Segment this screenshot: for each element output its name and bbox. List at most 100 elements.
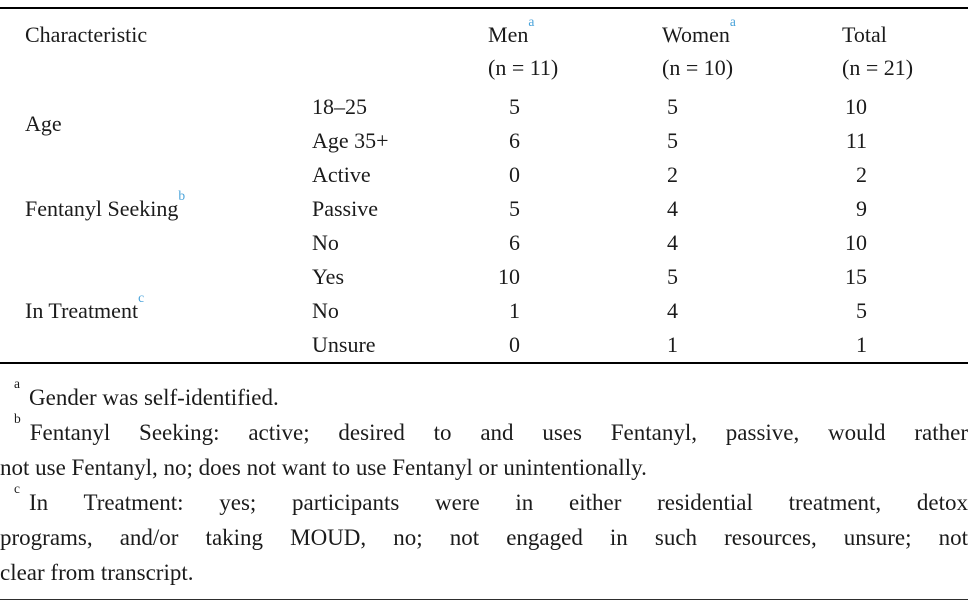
men-value-cell: 5 — [488, 90, 662, 124]
women-value: 5 — [667, 94, 679, 119]
women-value: 2 — [667, 162, 679, 187]
men-value: 0 — [509, 162, 521, 187]
total-value: 10 — [845, 230, 868, 255]
men-value-cell: 0 — [488, 158, 662, 192]
group-label-treatment-marker: c — [138, 289, 145, 305]
footnote-b: b Fentanyl Seeking: active; desired to an… — [0, 412, 968, 485]
table-row-fentanyl-passive: Passive 5 4 9 — [0, 192, 968, 226]
category-cell: Passive — [312, 196, 378, 221]
footnote-c-line: programs, and/or taking MOUD, no; not en… — [0, 525, 968, 550]
header-total-label-line: Total — [842, 18, 968, 51]
header-characteristic: Characteristic — [0, 9, 488, 90]
total-value-cell: 15 — [842, 260, 968, 294]
header-men-n: (n = 11) — [488, 55, 559, 80]
men-value: 6 — [509, 230, 521, 255]
table-header: Characteristic Mena (n = 11) Womena (n =… — [0, 9, 968, 90]
group-label-treatment-text: In Treatment — [25, 298, 139, 323]
women-value-cell: 2 — [662, 158, 842, 192]
footnote-b-line: not use Fentanyl, no; does not want to u… — [0, 455, 647, 480]
category-cell: Age 35+ — [312, 128, 389, 153]
category-cell: No — [312, 230, 339, 255]
women-value-cell: 5 — [662, 124, 842, 158]
category-cell: 18–25 — [312, 94, 367, 119]
men-value: 5 — [509, 196, 521, 221]
footnote-a: a Gender was self-identified. — [0, 377, 968, 415]
footnote-c-line: c In Treatment: yes; participants were in… — [0, 482, 968, 520]
page-bottom-hairline — [0, 599, 968, 600]
total-value: 2 — [856, 162, 868, 187]
total-value-cell: 9 — [842, 192, 968, 226]
men-value-cell: 1 — [488, 294, 662, 328]
men-value-cell: 6 — [488, 124, 662, 158]
header-men-label: Men — [488, 22, 529, 47]
men-value-cell: 6 — [488, 226, 662, 260]
table-row-age-35plus: Age 35+ 6 5 11 — [0, 124, 968, 158]
footnote-b-line: b Fentanyl Seeking: active; desired to an… — [0, 412, 968, 450]
women-value-cell: 5 — [662, 260, 842, 294]
table-row-age-18-25: Age 18–25 5 5 10 — [0, 90, 968, 136]
men-value: 0 — [509, 332, 521, 357]
total-value-cell: 5 — [842, 294, 968, 328]
women-value: 5 — [667, 128, 679, 153]
group-label-fentanyl-marker: b — [178, 187, 186, 203]
women-value-cell: 1 — [662, 328, 842, 362]
women-value: 5 — [667, 264, 679, 289]
men-value: 10 — [498, 264, 521, 289]
header-men-label-line: Mena — [488, 14, 662, 51]
footnote-b-marker: b — [14, 411, 21, 427]
men-value: 1 — [509, 298, 521, 323]
header-women: Womena (n = 10) — [662, 9, 842, 90]
total-value-cell: 10 — [842, 90, 968, 124]
footnote-a-line: a Gender was self-identified. — [0, 377, 968, 415]
women-value: 4 — [667, 196, 679, 221]
men-value: 6 — [509, 128, 521, 153]
group-label-fentanyl-seeking: Fentanyl Seekingb — [0, 158, 312, 260]
footnote-c: c In Treatment: yes; participants were in… — [0, 482, 968, 590]
men-value-cell: 0 — [488, 328, 662, 362]
total-value: 1 — [856, 332, 868, 357]
category-cell: Unsure — [312, 332, 376, 357]
category-cell: Active — [312, 162, 371, 187]
header-total-label: Total — [842, 22, 887, 47]
total-value: 11 — [845, 128, 868, 153]
footnote-c-text: In Treatment: yes; participants were in … — [29, 490, 968, 515]
header-women-n: (n = 10) — [662, 55, 734, 80]
total-value: 5 — [856, 298, 868, 323]
women-value-cell: 5 — [662, 90, 842, 124]
table-top-rule — [0, 7, 968, 9]
total-value-cell: 10 — [842, 226, 968, 260]
women-value-cell: 4 — [662, 226, 842, 260]
total-value-cell: 2 — [842, 158, 968, 192]
total-value-cell: 11 — [842, 124, 968, 158]
total-value: 10 — [845, 94, 868, 119]
header-row: Characteristic Mena (n = 11) Womena (n =… — [0, 9, 968, 90]
footnote-b-text: Fentanyl Seeking: active; desired to and… — [29, 420, 968, 445]
demographics-table: Characteristic Mena (n = 11) Womena (n =… — [0, 9, 968, 362]
table-body: Age 18–25 5 5 10 Age 35+ 6 5 11 Fentanyl… — [0, 90, 968, 362]
table-row-fentanyl-active: Fentanyl Seekingb Active 0 2 2 — [0, 158, 968, 221]
table-footnotes: a Gender was self-identified. b Fentanyl S… — [0, 364, 968, 590]
footnote-a-marker: a — [14, 376, 20, 392]
header-men-footnote-marker: a — [528, 13, 535, 29]
total-value-cell: 1 — [842, 328, 968, 362]
men-value-cell: 10 — [488, 260, 662, 294]
group-label-age: Age — [0, 90, 312, 158]
header-men: Mena (n = 11) — [488, 9, 662, 90]
women-value: 1 — [667, 332, 679, 357]
footnote-c-marker: c — [14, 481, 20, 497]
table-row-treatment-yes: In Treatmentc Yes 10 5 15 — [0, 260, 968, 323]
women-value: 4 — [667, 298, 679, 323]
men-value: 5 — [509, 94, 521, 119]
category-cell: Yes — [312, 264, 345, 289]
footnote-c-line: clear from transcript. — [0, 560, 194, 585]
total-value: 15 — [845, 264, 868, 289]
group-label-in-treatment: In Treatmentc — [0, 260, 312, 362]
header-total-n: (n = 21) — [842, 55, 914, 80]
table-row-treatment-unsure: Unsure 0 1 1 — [0, 328, 968, 362]
table-row-fentanyl-no: No 6 4 10 — [0, 226, 968, 260]
header-women-label: Women — [662, 22, 730, 47]
footnote-a-text: Gender was self-identified. — [29, 385, 279, 410]
women-value-cell: 4 — [662, 294, 842, 328]
table-row-treatment-no: No 1 4 5 — [0, 294, 968, 328]
